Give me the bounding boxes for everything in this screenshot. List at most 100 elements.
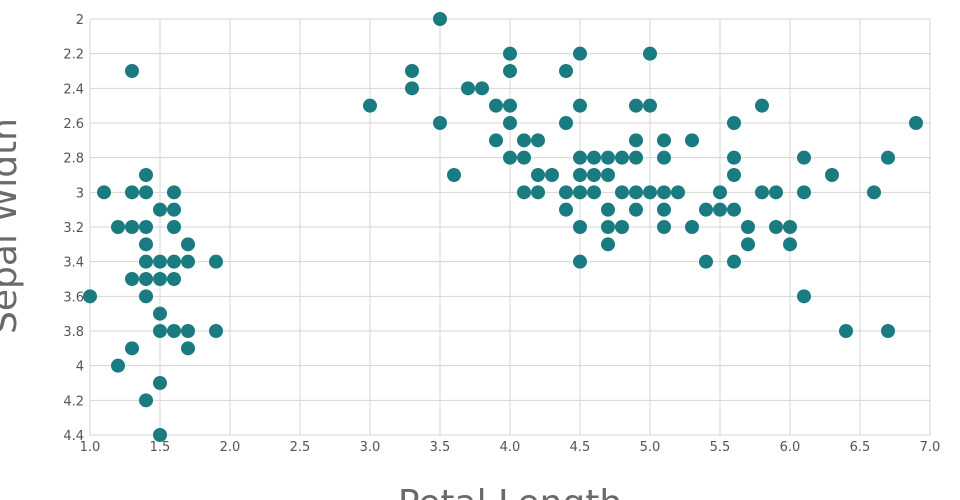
data-point — [601, 202, 615, 217]
data-point — [685, 133, 699, 148]
data-point — [531, 185, 545, 200]
data-point — [587, 185, 601, 200]
y-tick-label: 4.4 — [63, 429, 84, 444]
data-point — [139, 272, 153, 286]
data-point — [503, 46, 517, 61]
data-point — [139, 220, 153, 234]
data-point — [111, 220, 125, 234]
data-point — [629, 202, 643, 217]
data-point — [629, 133, 643, 148]
data-point — [643, 46, 657, 61]
data-point — [699, 254, 713, 269]
data-point — [601, 150, 615, 165]
data-point — [363, 98, 377, 113]
data-point — [153, 306, 167, 321]
y-tick-label: 2.4 — [63, 82, 84, 97]
data-point — [783, 237, 797, 252]
data-point — [559, 202, 573, 217]
data-points — [83, 12, 923, 442]
data-point — [573, 185, 587, 200]
data-point — [755, 98, 769, 113]
data-point — [657, 202, 671, 217]
y-tick-label: 2 — [76, 13, 84, 28]
data-point — [167, 220, 181, 234]
data-point — [601, 220, 615, 234]
data-point — [587, 150, 601, 165]
data-point — [559, 64, 573, 78]
data-point — [685, 220, 699, 234]
data-point — [125, 185, 139, 200]
data-point — [559, 185, 573, 200]
data-point — [139, 185, 153, 200]
data-point — [139, 254, 153, 269]
data-point — [727, 150, 741, 165]
data-point — [657, 220, 671, 234]
x-tick-label: 2.5 — [290, 440, 311, 455]
data-point — [167, 254, 181, 269]
data-point — [797, 289, 811, 304]
data-point — [629, 98, 643, 113]
data-point — [405, 64, 419, 78]
data-point — [83, 289, 97, 304]
data-point — [139, 168, 153, 182]
data-point — [881, 150, 895, 165]
y-tick-label: 3.6 — [63, 290, 84, 305]
data-point — [433, 116, 447, 130]
data-point — [881, 324, 895, 338]
data-point — [615, 150, 629, 165]
data-point — [153, 324, 167, 338]
data-point — [405, 81, 419, 96]
x-tick-label: 5.5 — [710, 440, 731, 455]
data-point — [797, 150, 811, 165]
data-point — [909, 116, 923, 130]
data-point — [769, 220, 783, 234]
x-tick-label: 1.5 — [150, 440, 171, 455]
x-axis-title: Petal Length — [398, 483, 622, 500]
y-tick-label: 3.8 — [63, 325, 84, 340]
data-point — [139, 237, 153, 252]
data-point — [139, 289, 153, 304]
data-point — [783, 220, 797, 234]
data-point — [741, 237, 755, 252]
data-point — [727, 202, 741, 217]
data-point — [797, 185, 811, 200]
data-point — [503, 150, 517, 165]
x-tick-label: 2.0 — [220, 440, 241, 455]
y-tick-label: 2.6 — [63, 117, 84, 132]
data-point — [181, 254, 195, 269]
data-point — [839, 324, 853, 338]
data-point — [741, 220, 755, 234]
data-point — [125, 220, 139, 234]
x-tick-label: 3.5 — [430, 440, 451, 455]
data-point — [209, 254, 223, 269]
data-point — [825, 168, 839, 182]
y-tick-label: 3.4 — [63, 256, 84, 271]
data-point — [153, 272, 167, 286]
data-point — [153, 428, 167, 442]
x-tick-label: 6.5 — [850, 440, 871, 455]
data-point — [713, 185, 727, 200]
x-tick-label: 3.0 — [360, 440, 381, 455]
y-tick-label: 3.2 — [63, 221, 84, 236]
data-point — [867, 185, 881, 200]
data-point — [573, 150, 587, 165]
y-tick-label: 4.2 — [63, 394, 84, 409]
data-point — [503, 116, 517, 130]
y-axis-title: Sepal Width — [0, 118, 25, 334]
data-point — [601, 237, 615, 252]
data-point — [181, 324, 195, 338]
data-point — [517, 150, 531, 165]
y-tick-label: 4 — [76, 360, 84, 375]
data-point — [601, 168, 615, 182]
data-point — [657, 133, 671, 148]
data-point — [657, 185, 671, 200]
data-point — [657, 150, 671, 165]
data-point — [125, 341, 139, 356]
data-point — [167, 202, 181, 217]
x-tick-label: 6.0 — [780, 440, 801, 455]
data-point — [489, 133, 503, 148]
data-point — [713, 202, 727, 217]
data-point — [181, 237, 195, 252]
data-point — [643, 185, 657, 200]
